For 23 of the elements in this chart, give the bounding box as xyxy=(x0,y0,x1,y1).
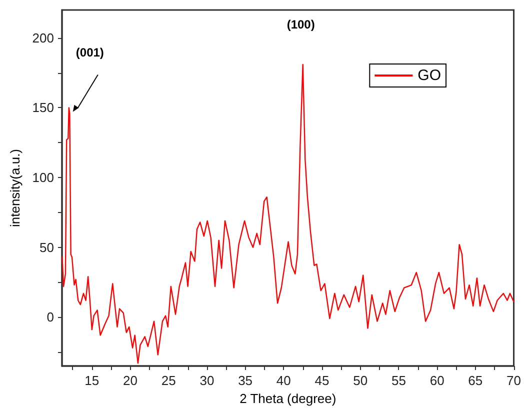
x-tick-label: 70 xyxy=(506,373,522,388)
annotation: (001) xyxy=(76,46,104,60)
annotation: (100) xyxy=(286,17,315,32)
y-tick-label: 150 xyxy=(32,100,54,116)
y-axis-title: intensity(a.u.) xyxy=(7,148,22,228)
x-tick-label: 35 xyxy=(238,373,253,388)
x-tick-label: 65 xyxy=(468,373,483,388)
x-tick-label: 55 xyxy=(391,373,406,388)
y-tick-label: 50 xyxy=(40,240,54,255)
legend-label: GO xyxy=(418,67,442,84)
x-tick-label: 20 xyxy=(123,373,138,388)
x-tick-label: 40 xyxy=(276,373,291,388)
x-tick-label: 60 xyxy=(430,373,444,388)
y-tick-label: 0 xyxy=(46,310,54,325)
y-tick-label: 200 xyxy=(32,30,54,46)
x-tick-label: 50 xyxy=(353,373,368,388)
y-tick-label: 100 xyxy=(32,170,54,186)
x-tick-label: 45 xyxy=(314,373,330,388)
x-axis-title: 2 Theta (degree) xyxy=(240,390,336,406)
line-series xyxy=(62,64,514,364)
x-tick-label: 30 xyxy=(200,373,214,388)
x-tick-label: 15 xyxy=(84,373,100,388)
x-tick-label: 25 xyxy=(161,373,176,388)
